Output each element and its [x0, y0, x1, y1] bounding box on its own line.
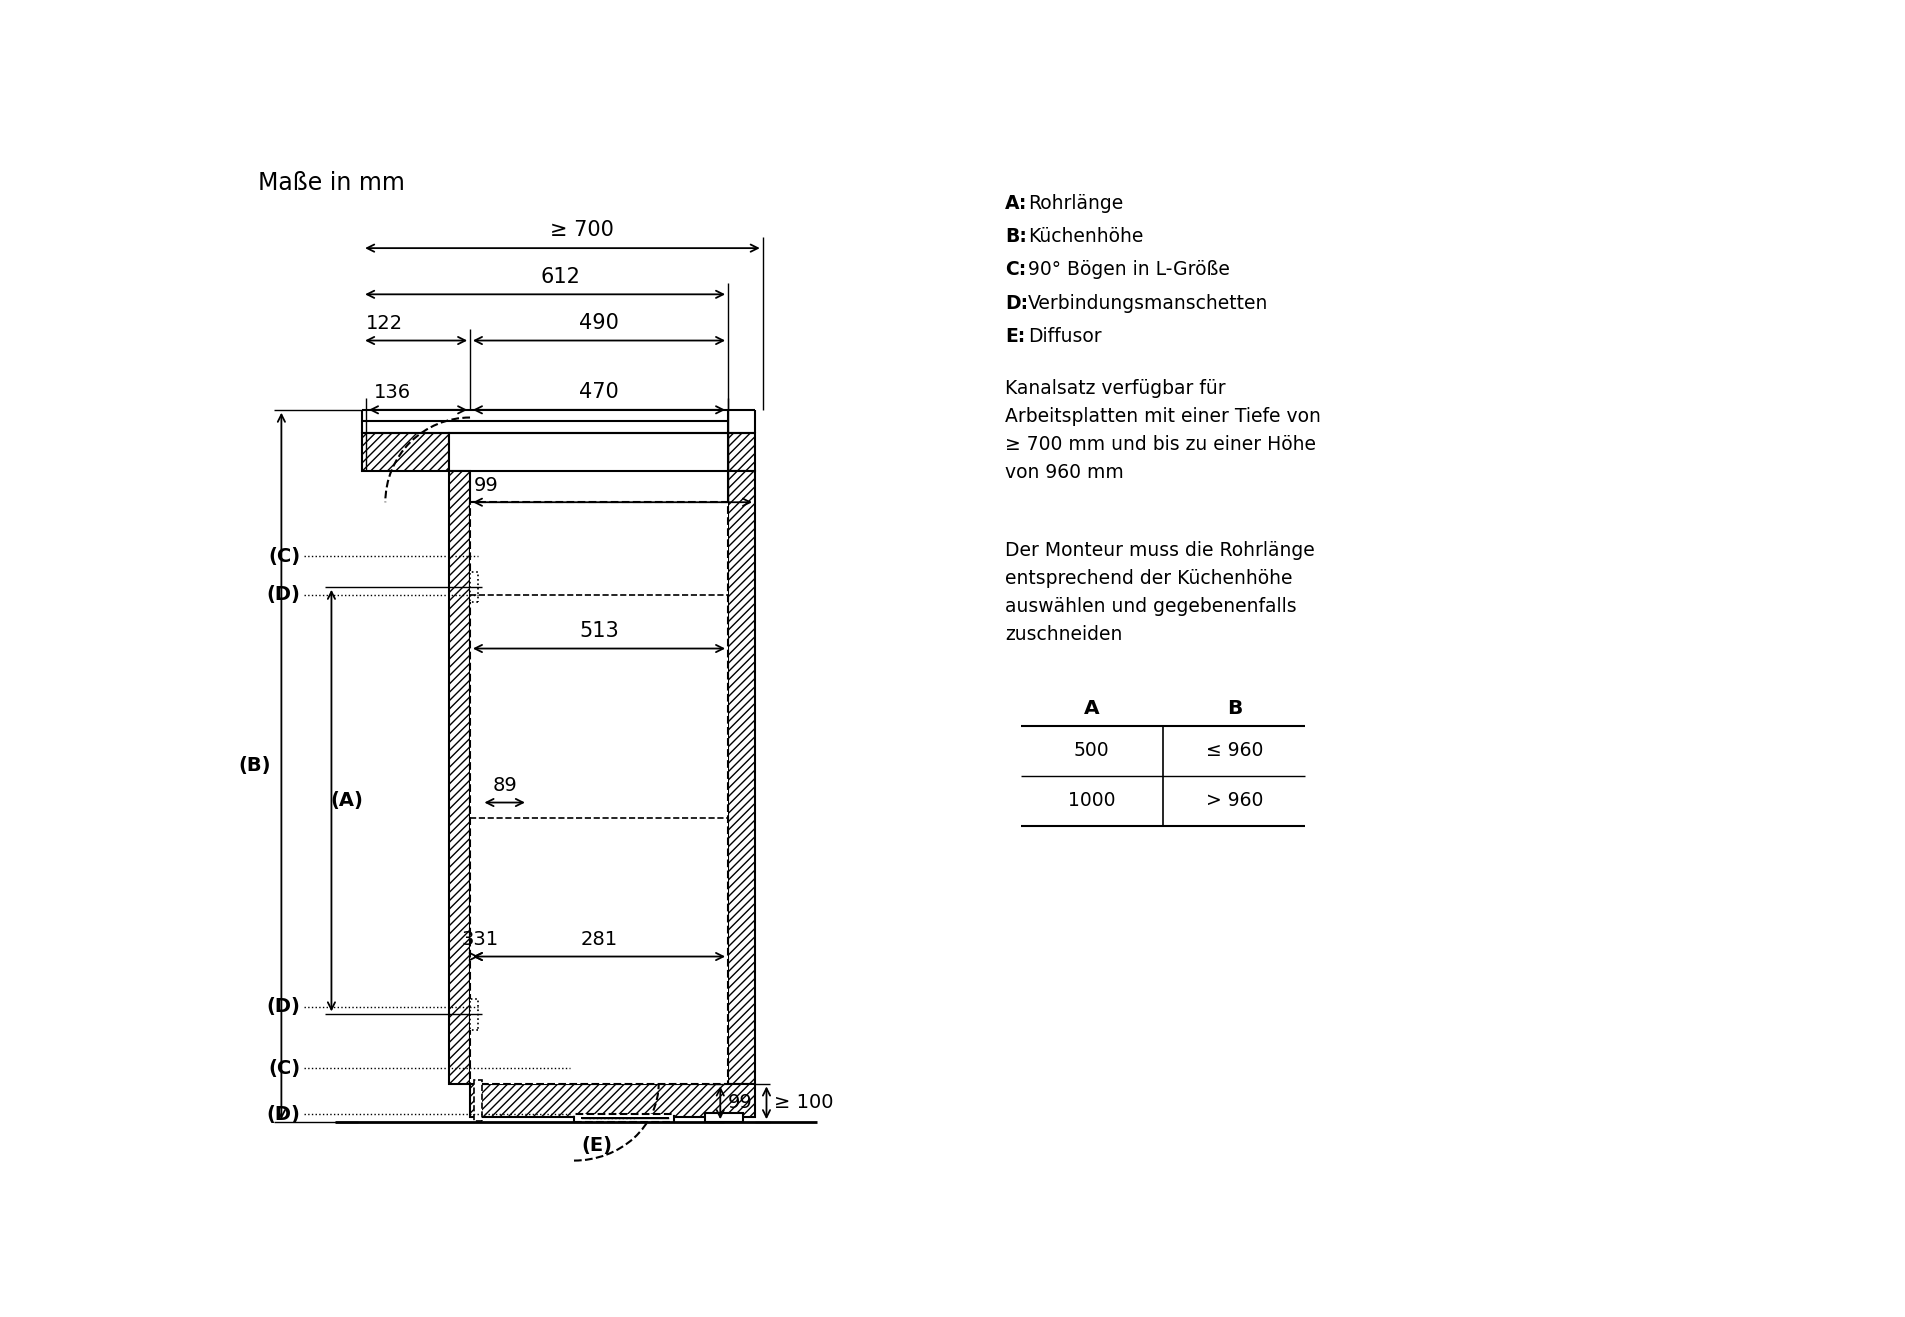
Text: A:: A:	[1006, 194, 1027, 213]
Bar	[728, 433, 754, 471]
Bar	[482, 587, 528, 1014]
Text: Diffusor: Diffusor	[1029, 327, 1101, 345]
Text: 500: 500	[1074, 741, 1109, 760]
Text: 490: 490	[579, 313, 619, 333]
Text: > 960: > 960	[1206, 792, 1263, 810]
Text: Der Monteur muss die Rohrlänge
entsprechend der Küchenhöhe
auswählen und gegeben: Der Monteur muss die Rohrlänge entsprech…	[1006, 541, 1314, 644]
Text: (D): (D)	[267, 997, 301, 1017]
Bar	[705, 1113, 743, 1122]
Bar	[450, 471, 471, 1084]
Text: ≥ 700: ≥ 700	[551, 220, 613, 241]
Bar	[471, 502, 482, 587]
Text: 89: 89	[491, 776, 516, 795]
Text: (B): (B)	[238, 756, 271, 776]
Text: 1000: 1000	[1069, 792, 1116, 810]
Text: A: A	[1084, 699, 1099, 718]
Text: 136: 136	[373, 383, 411, 402]
Text: 90° Bögen in L-Größe: 90° Bögen in L-Größe	[1029, 261, 1231, 279]
Bar	[471, 572, 478, 602]
Text: Verbindungsmanschetten: Verbindungsmanschetten	[1029, 294, 1269, 312]
Text: 122: 122	[366, 313, 404, 333]
Bar	[474, 1080, 482, 1121]
Bar	[471, 1084, 754, 1117]
Text: (A): (A)	[330, 792, 364, 810]
Text: (D): (D)	[267, 585, 301, 605]
Text: 470: 470	[579, 382, 619, 402]
Bar	[471, 502, 728, 1084]
Text: Küchenhöhe: Küchenhöhe	[1029, 228, 1143, 246]
Bar	[471, 998, 478, 1030]
Text: 331: 331	[461, 930, 499, 948]
Text: (C): (C)	[269, 547, 301, 565]
Text: (E): (E)	[581, 1137, 613, 1155]
Text: B:: B:	[1006, 228, 1027, 246]
Text: 99: 99	[474, 475, 499, 494]
Text: ≥ 100: ≥ 100	[773, 1093, 834, 1113]
Text: Rohrlänge: Rohrlänge	[1029, 194, 1124, 213]
Text: E:: E:	[1006, 327, 1025, 345]
Bar	[362, 433, 450, 471]
Bar	[728, 471, 754, 1084]
Text: D:: D:	[1006, 294, 1029, 312]
Text: 281: 281	[581, 930, 617, 948]
Text: 612: 612	[541, 266, 581, 287]
Text: 513: 513	[579, 620, 619, 641]
Text: (C): (C)	[269, 1059, 301, 1077]
Text: Kanalsatz verfügbar für
Arbeitsplatten mit einer Tiefe von
≥ 700 mm und bis zu e: Kanalsatz verfügbar für Arbeitsplatten m…	[1006, 379, 1320, 482]
Text: 99: 99	[728, 1093, 752, 1113]
Bar	[450, 433, 728, 471]
Text: (D): (D)	[267, 1105, 301, 1123]
Bar	[573, 1114, 674, 1122]
Text: ≤ 960: ≤ 960	[1206, 741, 1263, 760]
Text: B: B	[1227, 699, 1242, 718]
Text: C:: C:	[1006, 261, 1027, 279]
Bar	[482, 587, 528, 1014]
Text: Maße in mm: Maße in mm	[259, 171, 406, 195]
